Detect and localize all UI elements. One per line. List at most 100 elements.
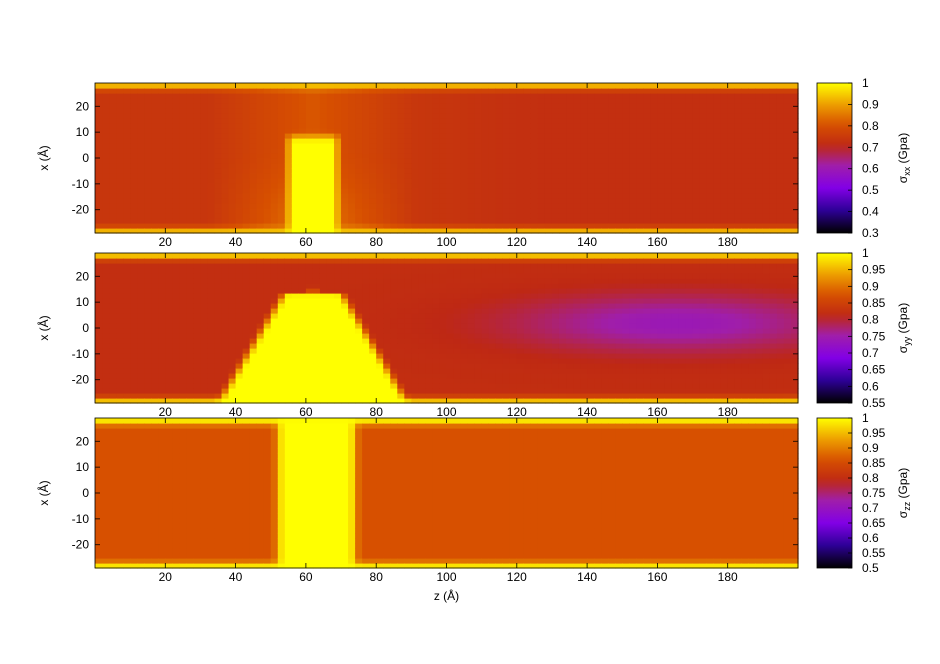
heatmap-cell [270, 338, 279, 344]
heatmap-cell [460, 398, 469, 404]
heatmap-cell [319, 253, 328, 259]
heatmap-cell [425, 333, 434, 339]
heatmap-cell [277, 118, 286, 124]
heatmap-cell [312, 123, 321, 129]
heatmap-cell [235, 83, 244, 89]
heatmap-cell [123, 378, 131, 384]
heatmap-cell [102, 353, 110, 359]
heatmap-cell [699, 83, 708, 89]
heatmap-cell [137, 388, 145, 394]
heatmap-cell [629, 158, 637, 164]
heatmap-cell [741, 203, 750, 209]
heatmap-cell [530, 348, 539, 354]
heatmap-cell [692, 148, 701, 154]
heatmap-cell [151, 103, 159, 109]
heatmap-cell [193, 368, 202, 374]
heatmap-cell [298, 293, 307, 299]
heatmap-cell [221, 168, 230, 174]
heatmap-cell [376, 138, 384, 144]
heatmap-cell [130, 283, 138, 289]
heatmap-cell [207, 393, 216, 399]
heatmap-cell [706, 168, 715, 174]
heatmap-cell [727, 108, 736, 114]
heatmap-cell [305, 138, 314, 144]
heatmap-cell [334, 118, 342, 124]
heatmap-cell [242, 88, 251, 94]
heatmap-cell [418, 123, 427, 129]
heatmap-cell [601, 83, 609, 89]
heatmap-cell [530, 328, 539, 334]
heatmap-cell [622, 118, 630, 124]
heatmap-cell [790, 83, 799, 89]
heatmap-cell [671, 103, 680, 109]
heatmap-cell [474, 88, 483, 94]
heatmap-cell [755, 113, 764, 119]
heatmap-cell [341, 388, 349, 394]
heatmap-cell [439, 338, 448, 344]
heatmap-cell [720, 113, 729, 119]
heatmap-cell [769, 113, 778, 119]
heatmap-cell [95, 303, 103, 309]
heatmap-cell [144, 163, 152, 169]
heatmap-cell [516, 338, 525, 344]
heatmap-cell [305, 278, 314, 284]
heatmap-cell [783, 203, 792, 209]
heatmap-cell [200, 253, 209, 259]
heatmap-cell [650, 98, 658, 104]
heatmap-cell [594, 223, 602, 229]
heatmap-cell [481, 308, 490, 314]
heatmap-cell [516, 298, 525, 304]
heatmap-cell [530, 208, 539, 214]
heatmap-cell [580, 173, 588, 179]
heatmap-cell [390, 88, 398, 94]
heatmap-cell [277, 278, 286, 284]
heatmap-cell [123, 188, 131, 194]
heatmap-cell [291, 143, 300, 149]
heatmap-cell [404, 323, 412, 329]
heatmap-cell [523, 283, 532, 289]
heatmap-cell [207, 278, 216, 284]
heatmap-cell [137, 83, 145, 89]
heatmap-cell [376, 278, 384, 284]
heatmap-cell [699, 118, 708, 124]
heatmap-cell [643, 218, 651, 224]
heatmap-cell [790, 93, 799, 99]
heatmap-cell [467, 378, 476, 384]
heatmap-cell [312, 93, 321, 99]
heatmap-cell [242, 138, 251, 144]
heatmap-cell [369, 338, 377, 344]
heatmap-cell [341, 203, 349, 209]
heatmap-cell [326, 313, 335, 319]
heatmap-cell [348, 118, 356, 124]
heatmap-cell [537, 393, 546, 399]
heatmap-cell [334, 133, 342, 139]
heatmap-cell [573, 118, 581, 124]
heatmap-cell [207, 168, 216, 174]
heatmap-cell [587, 153, 595, 159]
heatmap-cell [530, 188, 539, 194]
heatmap-cell [587, 163, 595, 169]
heatmap-cell [390, 263, 398, 269]
heatmap-cell [530, 183, 539, 189]
heatmap-cell [228, 333, 237, 339]
heatmap-cell [594, 93, 602, 99]
heatmap-cell [277, 203, 286, 209]
heatmap-cell [404, 118, 412, 124]
heatmap-cell [516, 148, 525, 154]
heatmap-cell [439, 378, 448, 384]
heatmap-cell [193, 343, 202, 349]
heatmap-cell [207, 318, 216, 324]
heatmap-cell [109, 93, 117, 99]
heatmap-cell [404, 348, 412, 354]
heatmap-cell [355, 388, 363, 394]
heatmap-cell [207, 283, 216, 289]
heatmap-cell [453, 208, 462, 214]
heatmap-cell [158, 108, 166, 114]
heatmap-cell [369, 283, 377, 289]
heatmap-cell [291, 393, 300, 399]
heatmap-cell [179, 178, 187, 184]
heatmap-cell [151, 368, 159, 374]
heatmap-cell [502, 123, 511, 129]
heatmap-cell [397, 158, 405, 164]
heatmap-cell [249, 203, 258, 209]
